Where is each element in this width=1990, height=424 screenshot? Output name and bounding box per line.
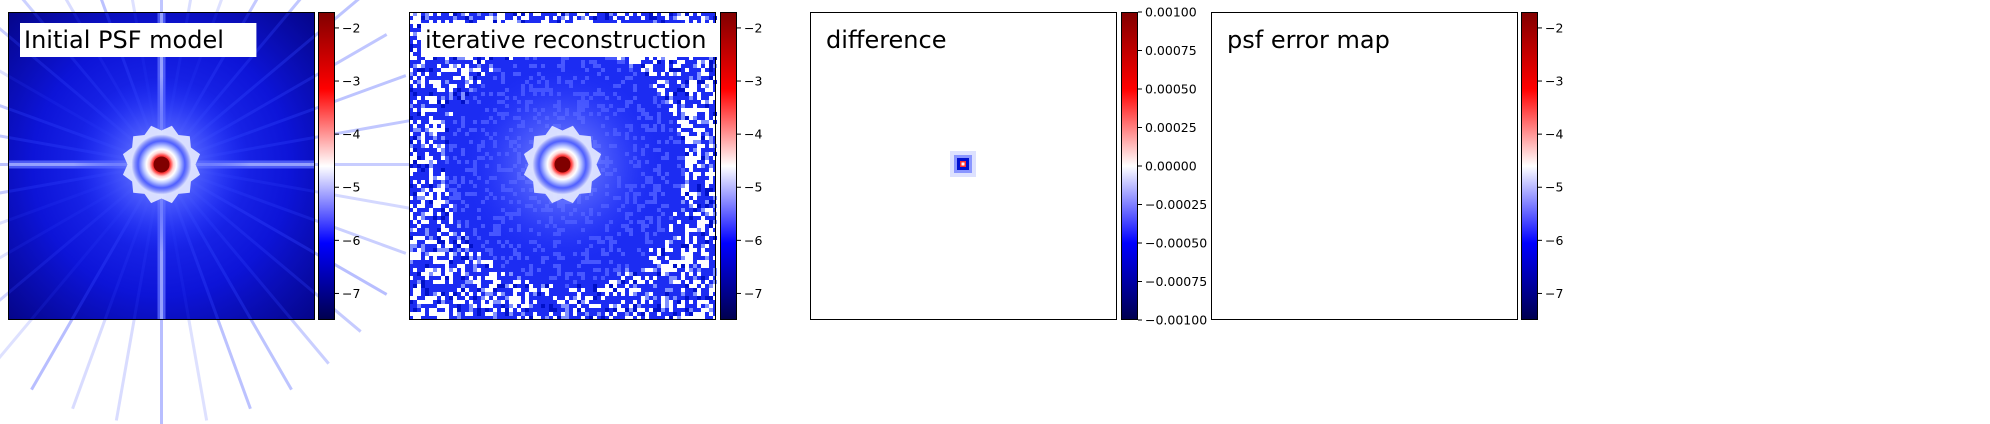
heatmap-image	[0, 0, 422, 424]
colorbar-tick: 0.00075	[1138, 43, 1197, 58]
colorbar-tick-label: −7	[744, 286, 762, 301]
panel-2: iterative reconstruction −2 −3 −4 −5 −6 −7	[409, 12, 762, 320]
colorbar-tick-label: 0.00025	[1145, 120, 1197, 135]
colorbar-tick: 0.00025	[1138, 120, 1197, 135]
colorbar-tick: −2	[335, 20, 360, 35]
colorbar-tick: −2	[1538, 20, 1563, 35]
colorbar-tick: −3	[737, 74, 762, 89]
colorbar-tick-label: 0.00000	[1145, 159, 1197, 174]
colorbar-tick-label: −5	[1545, 180, 1563, 195]
colorbar: −2 −3 −4 −5 −6 −7	[720, 12, 762, 320]
colorbar-tick-label: −2	[744, 20, 762, 35]
colorbar-tick: −7	[1538, 286, 1563, 301]
colorbar-tick: −5	[737, 180, 762, 195]
colorbar-tick: −6	[737, 233, 762, 248]
colorbar-tick: −4	[737, 127, 762, 142]
heatmap-image	[1211, 12, 1518, 320]
colorbar-tick: −4	[335, 127, 360, 142]
panel-3: difference0.001000.000750.000500.000250.…	[810, 5, 1207, 328]
colorbar-tick: −0.00075	[1138, 274, 1207, 289]
colorbar-tick: −3	[335, 74, 360, 89]
colorbar-tick-label: −5	[744, 180, 762, 195]
colorbar-gradient	[720, 12, 737, 320]
colorbar-tick: −5	[335, 180, 360, 195]
panel-4: psf error map −2 −3 −4 −5 −6 −7	[1211, 12, 1563, 320]
colorbar-tick-label: −4	[342, 127, 360, 142]
colorbar-tick: −4	[1538, 127, 1563, 142]
colorbar-gradient	[1521, 12, 1538, 320]
title-box	[421, 23, 750, 57]
colorbar-frame	[1521, 12, 1538, 320]
colorbar-tick-label: −6	[744, 233, 762, 248]
panel-1: Initial PSF model −2 −3 −4 −5 −6 −7	[0, 0, 422, 424]
colorbar-tick-label: −0.00075	[1145, 274, 1207, 289]
colorbar-tick-label: −3	[342, 74, 360, 89]
colorbar-tick: −7	[737, 286, 762, 301]
colorbar-tick: −0.00050	[1138, 236, 1207, 251]
colorbar-tick: −3	[1538, 74, 1563, 89]
axes-frame	[409, 12, 716, 320]
colorbar-frame	[318, 12, 335, 320]
colorbar-tick: −5	[1538, 180, 1563, 195]
colorbar-gradient	[1121, 12, 1138, 320]
colorbar-tick-label: −2	[1545, 20, 1563, 35]
colorbar-tick-label: −6	[1545, 233, 1563, 248]
heatmap-image	[409, 12, 717, 320]
colorbar-tick: −0.00025	[1138, 197, 1207, 212]
colorbar-tick: −2	[737, 20, 762, 35]
panel-title: difference	[826, 26, 946, 54]
panel-title: iterative reconstruction	[425, 26, 706, 54]
colorbar-tick-label: −0.00025	[1145, 197, 1207, 212]
colorbar-tick: −7	[335, 286, 360, 301]
colorbar-tick-label: 0.00100	[1145, 5, 1197, 20]
colorbar: −2 −3 −4 −5 −6 −7	[318, 12, 360, 320]
axes-frame	[8, 12, 315, 320]
colorbar: −2 −3 −4 −5 −6 −7	[1521, 12, 1563, 320]
colorbar-tick: −6	[1538, 233, 1563, 248]
colorbar-frame	[720, 12, 737, 320]
heatmap-image	[810, 12, 1117, 320]
colorbar-tick-label: −5	[342, 180, 360, 195]
colorbar-tick-label: −7	[342, 286, 360, 301]
colorbar-tick-label: −2	[342, 20, 360, 35]
colorbar-tick-label: −0.00100	[1145, 313, 1207, 328]
axes-frame	[1211, 12, 1518, 320]
colorbar-tick-label: −7	[1545, 286, 1563, 301]
colorbar-tick-label: −6	[342, 233, 360, 248]
title-box	[20, 23, 257, 57]
colorbar-tick: −0.00100	[1138, 313, 1207, 328]
colorbar-tick-label: −4	[1545, 127, 1563, 142]
colorbar-tick-label: −0.00050	[1145, 236, 1207, 251]
colorbar-tick-label: 0.00050	[1145, 82, 1197, 97]
colorbar-tick-label: −4	[744, 127, 762, 142]
axes-frame	[810, 12, 1117, 320]
colorbar-tick: −6	[335, 233, 360, 248]
colorbar-tick-label: 0.00075	[1145, 43, 1197, 58]
panel-title: Initial PSF model	[24, 26, 224, 54]
colorbar-frame	[1121, 12, 1138, 320]
colorbar-tick-label: −3	[744, 74, 762, 89]
panel-title: psf error map	[1227, 26, 1390, 54]
colorbar-tick-label: −3	[1545, 74, 1563, 89]
colorbar-tick: 0.00100	[1138, 5, 1197, 20]
colorbar: 0.00100 0.00075 0.00050 0.00025 0.00000 −0.00…	[1121, 5, 1207, 328]
colorbar-gradient	[318, 12, 335, 320]
colorbar-tick: 0.00000	[1138, 159, 1197, 174]
colorbar-tick: 0.00050	[1138, 82, 1197, 97]
